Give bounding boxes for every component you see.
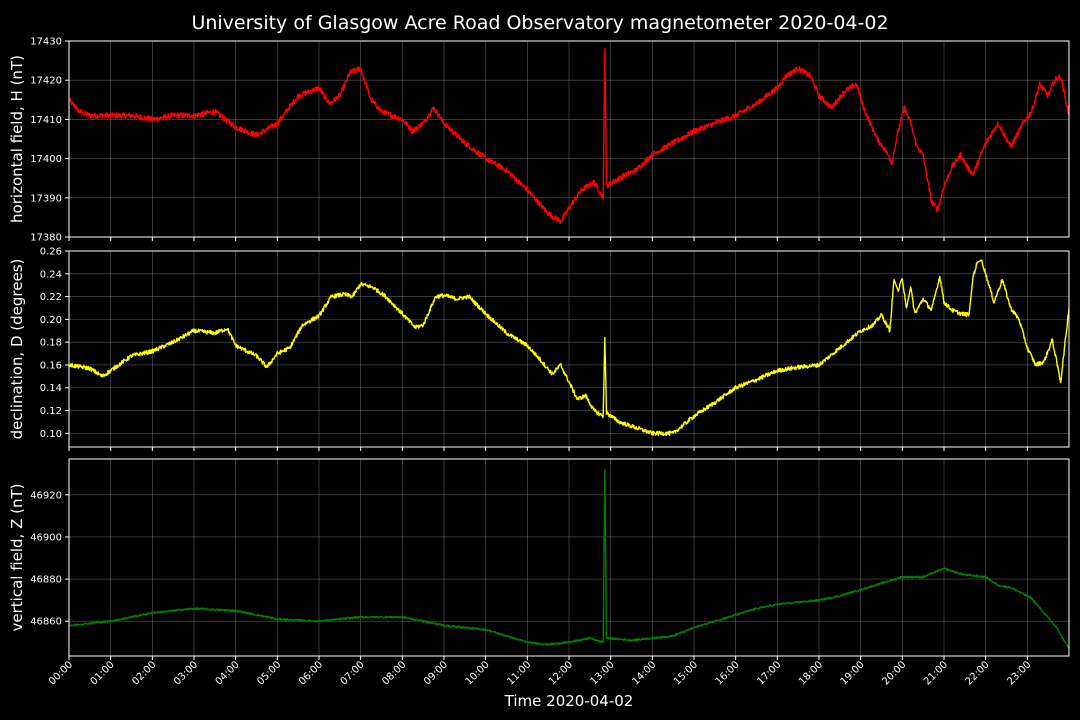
- y-tick-label-H: 17420: [30, 76, 62, 87]
- y-tick-label-D: 0.12: [40, 406, 62, 417]
- y-axis-label-D: declination, D (degrees): [8, 259, 26, 440]
- y-tick-label-D: 0.16: [40, 360, 62, 371]
- y-tick-label-H: 17410: [30, 115, 62, 126]
- y-tick-label-D: 0.26: [40, 247, 62, 258]
- y-tick-label-D: 0.24: [40, 269, 62, 280]
- y-tick-label-H: 17430: [30, 37, 62, 48]
- y-tick-label-Z: 46900: [30, 532, 62, 543]
- y-tick-label-H: 17380: [30, 233, 62, 244]
- y-tick-label-D: 0.22: [40, 292, 62, 303]
- y-tick-label-D: 0.18: [40, 338, 62, 349]
- x-axis-label: Time 2020-04-02: [504, 692, 634, 710]
- panel-Z: 46860 46880 46900 46920 vertical field, Z (n…: [8, 458, 1070, 660]
- series-line-H: [69, 48, 1069, 225]
- y-tick-label-D: 0.14: [40, 383, 62, 394]
- y-axis-label-Z: vertical field, Z (nT): [8, 483, 26, 631]
- series-line-Z: [69, 468, 1069, 649]
- panel-D: 0.10 0.12 0.14 0.16 0.18 0.20 0.22 0.24 0.26 decl…: [8, 247, 1070, 451]
- y-tick-label-H: 17400: [30, 154, 62, 165]
- y-axis-label-H: horizontal field, H (nT): [8, 55, 26, 223]
- panel-H: 17380 17390 17400 17410 17420 17430 horizontal…: [8, 37, 1070, 244]
- y-tick-label-D: 0.10: [40, 429, 62, 440]
- y-tick-label-Z: 46920: [30, 490, 62, 501]
- y-tick-label-Z: 46860: [30, 617, 62, 628]
- panels-group: 17380 17390 17400 17410 17420 17430 horizontal…: [8, 37, 1070, 660]
- series-line-D: [69, 259, 1069, 437]
- chart-title: University of Glasgow Acre Road Observat…: [191, 12, 888, 34]
- y-tick-label-H: 17390: [30, 193, 62, 204]
- y-tick-label-D: 0.20: [40, 315, 62, 326]
- y-tick-label-Z: 46880: [30, 575, 62, 586]
